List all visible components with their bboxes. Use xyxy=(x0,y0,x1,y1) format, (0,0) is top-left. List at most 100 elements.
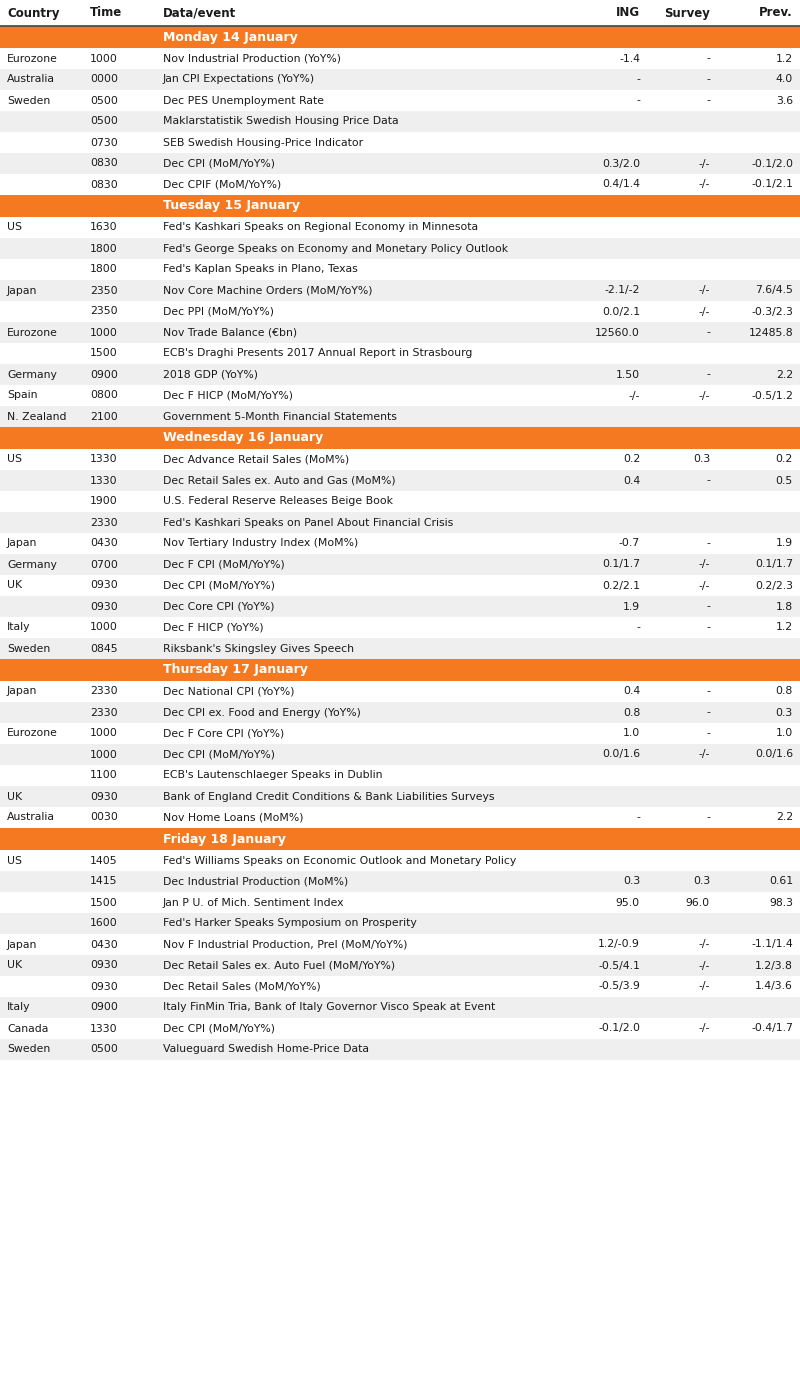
Text: 0.0/1.6: 0.0/1.6 xyxy=(755,750,793,760)
Text: Fed's Kaplan Speaks in Plano, Texas: Fed's Kaplan Speaks in Plano, Texas xyxy=(163,265,358,274)
Bar xyxy=(0,976,800,997)
Bar xyxy=(0,596,800,616)
Text: Dec Advance Retail Sales (MoM%): Dec Advance Retail Sales (MoM%) xyxy=(163,455,350,465)
Text: 0.8: 0.8 xyxy=(776,687,793,696)
Bar xyxy=(0,405,800,427)
Text: -/-: -/- xyxy=(698,560,710,570)
Text: -/-: -/- xyxy=(698,285,710,295)
Text: Survey: Survey xyxy=(664,7,710,19)
Text: 1.9: 1.9 xyxy=(623,601,640,611)
Text: 2350: 2350 xyxy=(90,306,118,317)
Text: Australia: Australia xyxy=(7,812,55,822)
Bar xyxy=(0,1018,800,1038)
Text: Japan: Japan xyxy=(7,285,38,295)
Text: 0930: 0930 xyxy=(90,961,118,971)
Text: 0830: 0830 xyxy=(90,159,118,168)
Text: Nov Industrial Production (YoY%): Nov Industrial Production (YoY%) xyxy=(163,54,341,63)
Text: -/-: -/- xyxy=(698,581,710,590)
Bar xyxy=(0,364,800,385)
Text: Dec F HICP (YoY%): Dec F HICP (YoY%) xyxy=(163,622,264,633)
Text: Sweden: Sweden xyxy=(7,644,50,654)
Text: 0830: 0830 xyxy=(90,179,118,189)
Text: 1.2: 1.2 xyxy=(776,54,793,63)
Text: 2100: 2100 xyxy=(90,411,118,422)
Text: 2330: 2330 xyxy=(90,687,118,696)
Text: 1.2/-0.9: 1.2/-0.9 xyxy=(598,939,640,950)
Text: 12560.0: 12560.0 xyxy=(595,327,640,338)
Text: 2350: 2350 xyxy=(90,285,118,295)
Bar xyxy=(0,1038,800,1060)
Bar xyxy=(0,259,800,280)
Text: -1.4: -1.4 xyxy=(619,54,640,63)
Text: Spain: Spain xyxy=(7,390,38,400)
Text: -0.5/1.2: -0.5/1.2 xyxy=(751,390,793,400)
Text: 1.2: 1.2 xyxy=(776,622,793,633)
Text: 0.2: 0.2 xyxy=(776,455,793,465)
Text: -0.7: -0.7 xyxy=(619,539,640,549)
Text: -/-: -/- xyxy=(698,179,710,189)
Text: -: - xyxy=(636,622,640,633)
Text: 1000: 1000 xyxy=(90,622,118,633)
Text: 0.1/1.7: 0.1/1.7 xyxy=(602,560,640,570)
Text: -: - xyxy=(706,622,710,633)
Text: Eurozone: Eurozone xyxy=(7,728,58,739)
Text: -/-: -/- xyxy=(698,1023,710,1033)
Text: Monday 14 January: Monday 14 January xyxy=(163,30,298,44)
Text: 2.2: 2.2 xyxy=(776,812,793,822)
Text: -: - xyxy=(706,539,710,549)
Text: 0.4/1.4: 0.4/1.4 xyxy=(602,179,640,189)
Text: Dec F Core CPI (YoY%): Dec F Core CPI (YoY%) xyxy=(163,728,284,739)
Text: 0.4: 0.4 xyxy=(622,687,640,696)
Text: Eurozone: Eurozone xyxy=(7,54,58,63)
Text: Italy: Italy xyxy=(7,1003,30,1012)
Bar xyxy=(0,90,800,110)
Text: 0900: 0900 xyxy=(90,1003,118,1012)
Text: 0.3: 0.3 xyxy=(776,707,793,717)
Text: -0.5/4.1: -0.5/4.1 xyxy=(598,961,640,971)
Text: -: - xyxy=(706,476,710,485)
Text: Germany: Germany xyxy=(7,370,57,379)
Bar xyxy=(0,174,800,194)
Text: 0800: 0800 xyxy=(90,390,118,400)
Text: 1.9: 1.9 xyxy=(776,539,793,549)
Text: 1.2/3.8: 1.2/3.8 xyxy=(755,961,793,971)
Text: -2.1/-2: -2.1/-2 xyxy=(605,285,640,295)
Bar xyxy=(0,153,800,174)
Bar xyxy=(0,616,800,638)
Bar xyxy=(0,892,800,913)
Text: Jan P U. of Mich. Sentiment Index: Jan P U. of Mich. Sentiment Index xyxy=(163,898,345,907)
Bar xyxy=(0,659,800,681)
Text: 0000: 0000 xyxy=(90,74,118,84)
Text: -0.1/2.0: -0.1/2.0 xyxy=(751,159,793,168)
Text: ING: ING xyxy=(616,7,640,19)
Text: 2.2: 2.2 xyxy=(776,370,793,379)
Text: 98.3: 98.3 xyxy=(769,898,793,907)
Text: ECB's Draghi Presents 2017 Annual Report in Strasbourg: ECB's Draghi Presents 2017 Annual Report… xyxy=(163,349,472,359)
Bar xyxy=(0,450,800,470)
Text: 12485.8: 12485.8 xyxy=(748,327,793,338)
Text: 1330: 1330 xyxy=(90,455,118,465)
Text: 1.4/3.6: 1.4/3.6 xyxy=(755,982,793,992)
Bar xyxy=(0,913,800,934)
Bar xyxy=(0,681,800,702)
Text: 0500: 0500 xyxy=(90,95,118,106)
Text: 1.0: 1.0 xyxy=(776,728,793,739)
Text: -: - xyxy=(706,54,710,63)
Text: 0700: 0700 xyxy=(90,560,118,570)
Text: Canada: Canada xyxy=(7,1023,48,1033)
Text: Japan: Japan xyxy=(7,687,38,696)
Text: -/-: -/- xyxy=(698,982,710,992)
Text: -: - xyxy=(706,601,710,611)
Text: Dec Industrial Production (MoM%): Dec Industrial Production (MoM%) xyxy=(163,877,348,887)
Bar xyxy=(0,280,800,301)
Text: 0.5: 0.5 xyxy=(776,476,793,485)
Bar xyxy=(0,575,800,596)
Bar xyxy=(0,132,800,153)
Text: 2018 GDP (YoY%): 2018 GDP (YoY%) xyxy=(163,370,258,379)
Bar xyxy=(0,323,800,343)
Text: Dec CPIF (MoM/YoY%): Dec CPIF (MoM/YoY%) xyxy=(163,179,282,189)
Text: SEB Swedish Housing-Price Indicator: SEB Swedish Housing-Price Indicator xyxy=(163,138,363,148)
Text: -/-: -/- xyxy=(698,939,710,950)
Text: 0.1/1.7: 0.1/1.7 xyxy=(755,560,793,570)
Text: 1.50: 1.50 xyxy=(616,370,640,379)
